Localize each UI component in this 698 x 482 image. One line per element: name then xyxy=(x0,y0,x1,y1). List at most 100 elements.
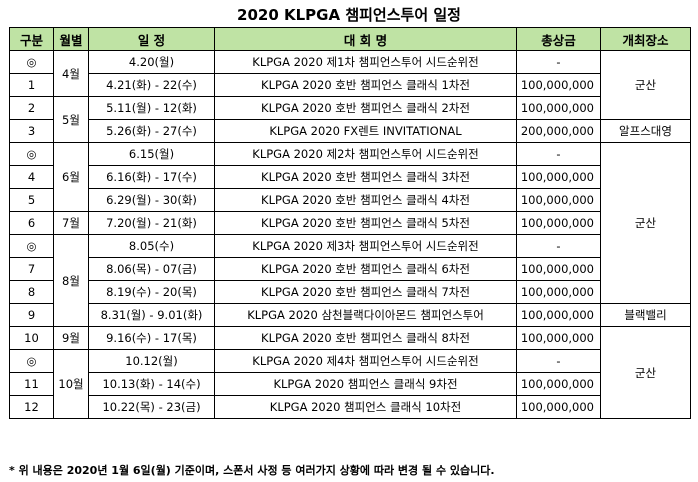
row-number-cell: 5 xyxy=(9,188,54,212)
table-row: 10 9월 9.16(수) - 17(목) KLPGA 2020 호반 챔피언스 클래… xyxy=(9,326,691,419)
date-cell: 7.20(월) - 21(화) xyxy=(88,211,215,235)
row-number-cell: 4 xyxy=(9,165,54,189)
schedule-body: ◎ 4월 4.20(월) KLPGA 2020 제1차 챔피언스투어 시드순위전 - 군산… xyxy=(9,50,691,419)
prize-cell: 100,000,000 xyxy=(516,303,601,327)
month-cell: 6월 xyxy=(53,142,89,212)
event-name-cell: KLPGA 2020 제3차 챔피언스투어 시드순위전 xyxy=(214,234,517,258)
event-name-cell: KLPGA 2020 호반 챔피언스 클래식 5차전 xyxy=(214,211,517,235)
prize-cell: 100,000,000 xyxy=(516,395,601,419)
venue-cell: 군산 xyxy=(600,50,691,120)
header-event-name: 대 회 명 xyxy=(214,27,517,51)
month-cell: 4월 xyxy=(53,50,89,97)
date-cell: 9.16(수) - 17(목) xyxy=(88,326,215,350)
footnote: * 위 내용은 2020년 1월 6일(월) 기준이며, 스폰서 사정 등 여러… xyxy=(9,464,495,477)
prize-cell: 100,000,000 xyxy=(516,211,601,235)
prize-cell: - xyxy=(516,234,601,258)
event-name-cell: KLPGA 2020 호반 챔피언스 클래식 3차전 xyxy=(214,165,517,189)
row-number-cell: 1 xyxy=(9,73,54,97)
table-row: ◎ 10월 10.12(월) KLPGA 2020 제4차 챔피언스투어 시드순위전 - xyxy=(9,349,691,419)
table-row: 8 8.19(수) - 20(목) KLPGA 2020 호반 챔피언스 클래식 7… xyxy=(9,280,691,304)
event-name-cell: KLPGA 2020 챔피언스 클래식 9차전 xyxy=(214,372,517,396)
month-cell: 10월 xyxy=(53,349,89,419)
prize-cell: 100,000,000 xyxy=(516,257,601,281)
table-row: 1 4.21(화) - 22(수) KLPGA 2020 호반 챔피언스 클래식 1… xyxy=(9,73,691,97)
prize-cell: 100,000,000 xyxy=(516,326,601,350)
row-number-cell: 10 xyxy=(9,326,54,350)
month-cell: 9월 xyxy=(53,326,89,350)
row-number-cell: 2 xyxy=(9,96,54,120)
prize-cell: 100,000,000 xyxy=(516,73,601,97)
table-row: 7 8.06(목) - 07(금) KLPGA 2020 호반 챔피언스 클래식 6… xyxy=(9,257,691,281)
date-cell: 6.29(월) - 30(화) xyxy=(88,188,215,212)
month-cell: 5월 xyxy=(53,96,89,143)
table-row: 2 5월 5.11(월) - 12(화) KLPGA 2020 호반 챔피언스 클래식… xyxy=(9,96,691,143)
row-number-cell: 8 xyxy=(9,280,54,304)
prize-cell: 200,000,000 xyxy=(516,119,601,143)
date-cell: 4.20(월) xyxy=(88,50,215,74)
event-name-cell: KLPGA 2020 호반 챔피언스 클래식 2차전 xyxy=(214,96,517,120)
date-cell: 8.19(수) - 20(목) xyxy=(88,280,215,304)
table-row: ◎ 8월 8.05(수) KLPGA 2020 제3차 챔피언스투어 시드순위전 - xyxy=(9,234,691,327)
table-row: 6 7월 7.20(월) - 21(화) KLPGA 2020 호반 챔피언스 클래식… xyxy=(9,211,691,235)
event-name-cell: KLPGA 2020 호반 챔피언스 클래식 6차전 xyxy=(214,257,517,281)
venue-cell: 군산 xyxy=(600,142,691,304)
date-cell: 5.11(월) - 12(화) xyxy=(88,96,215,120)
prize-cell: 100,000,000 xyxy=(516,165,601,189)
date-cell: 10.22(목) - 23(금) xyxy=(88,395,215,419)
event-name-cell: KLPGA 2020 제4차 챔피언스투어 시드순위전 xyxy=(214,349,517,373)
event-name-cell: KLPGA 2020 호반 챔피언스 클래식 7차전 xyxy=(214,280,517,304)
schedule-table: 구분 월별 일 정 대 회 명 총상금 개최장소 ◎ 4월 4.20(월) KLPGA… xyxy=(9,27,691,419)
prize-cell: - xyxy=(516,50,601,74)
date-cell: 5.26(화) - 27(수) xyxy=(88,119,215,143)
header-month: 월별 xyxy=(53,27,89,51)
table-row: 3 5.26(화) - 27(수) KLPGA 2020 FX렌트 INVITATI… xyxy=(9,119,691,143)
event-name-cell: KLPGA 2020 챔피언스 클래식 10차전 xyxy=(214,395,517,419)
header-venue: 개최장소 xyxy=(600,27,691,51)
header-prize: 총상금 xyxy=(516,27,601,51)
row-number-cell: ◎ xyxy=(9,234,54,258)
header-schedule: 일 정 xyxy=(88,27,215,51)
event-name-cell: KLPGA 2020 호반 챔피언스 클래식 1차전 xyxy=(214,73,517,97)
table-row: ◎ 4월 4.20(월) KLPGA 2020 제1차 챔피언스투어 시드순위전 - 군산 xyxy=(9,50,691,120)
event-name-cell: KLPGA 2020 제2차 챔피언스투어 시드순위전 xyxy=(214,142,517,166)
header-category: 구분 xyxy=(9,27,54,51)
prize-cell: - xyxy=(516,142,601,166)
venue-cell: 알프스대영 xyxy=(600,119,691,143)
header-row: 구분 월별 일 정 대 회 명 총상금 개최장소 xyxy=(9,27,691,51)
date-cell: 6.16(화) - 17(수) xyxy=(88,165,215,189)
row-number-cell: 11 xyxy=(9,372,54,396)
date-cell: 8.31(월) - 9.01(화) xyxy=(88,303,215,327)
venue-cell: 군산 xyxy=(600,326,691,419)
row-number-cell: 7 xyxy=(9,257,54,281)
month-cell: 8월 xyxy=(53,234,89,327)
month-cell: 7월 xyxy=(53,211,89,235)
event-name-cell: KLPGA 2020 호반 챔피언스 클래식 4차전 xyxy=(214,188,517,212)
prize-cell: 100,000,000 xyxy=(516,188,601,212)
event-name-cell: KLPGA 2020 FX렌트 INVITATIONAL xyxy=(214,119,517,143)
prize-cell: 100,000,000 xyxy=(516,280,601,304)
prize-cell: - xyxy=(516,349,601,373)
row-number-cell: 6 xyxy=(9,211,54,235)
venue-cell: 블랙밸리 xyxy=(600,303,691,327)
table-row: ◎ 6월 6.15(월) KLPGA 2020 제2차 챔피언스투어 시드순위전 - 군산 xyxy=(9,142,691,304)
table-row: 11 10.13(화) - 14(수) KLPGA 2020 챔피언스 클래식 9차… xyxy=(9,372,691,396)
row-number-cell: ◎ xyxy=(9,50,54,74)
table-row: 5 6.29(월) - 30(화) KLPGA 2020 호반 챔피언스 클래식 4… xyxy=(9,188,691,212)
row-number-cell: 3 xyxy=(9,119,54,143)
date-cell: 4.21(화) - 22(수) xyxy=(88,73,215,97)
page-title: 2020 KLPGA 챔피언스투어 일정 xyxy=(237,6,461,24)
date-cell: 6.15(월) xyxy=(88,142,215,166)
prize-cell: 100,000,000 xyxy=(516,372,601,396)
event-name-cell: KLPGA 2020 제1차 챔피언스투어 시드순위전 xyxy=(214,50,517,74)
prize-cell: 100,000,000 xyxy=(516,96,601,120)
event-name-cell: KLPGA 2020 호반 챔피언스 클래식 8차전 xyxy=(214,326,517,350)
date-cell: 8.05(수) xyxy=(88,234,215,258)
row-number-cell: ◎ xyxy=(9,142,54,166)
row-number-cell: 12 xyxy=(9,395,54,419)
event-name-cell: KLPGA 2020 삼천블랙다이아몬드 챔피언스투어 xyxy=(214,303,517,327)
date-cell: 10.13(화) - 14(수) xyxy=(88,372,215,396)
table-row: 12 10.22(목) - 23(금) KLPGA 2020 챔피언스 클래식 10… xyxy=(9,395,691,419)
date-cell: 8.06(목) - 07(금) xyxy=(88,257,215,281)
table-row: 9 8.31(월) - 9.01(화) KLPGA 2020 삼천블랙다이아몬드 챔… xyxy=(9,303,691,327)
table-row: 4 6.16(화) - 17(수) KLPGA 2020 호반 챔피언스 클래식 3… xyxy=(9,165,691,189)
